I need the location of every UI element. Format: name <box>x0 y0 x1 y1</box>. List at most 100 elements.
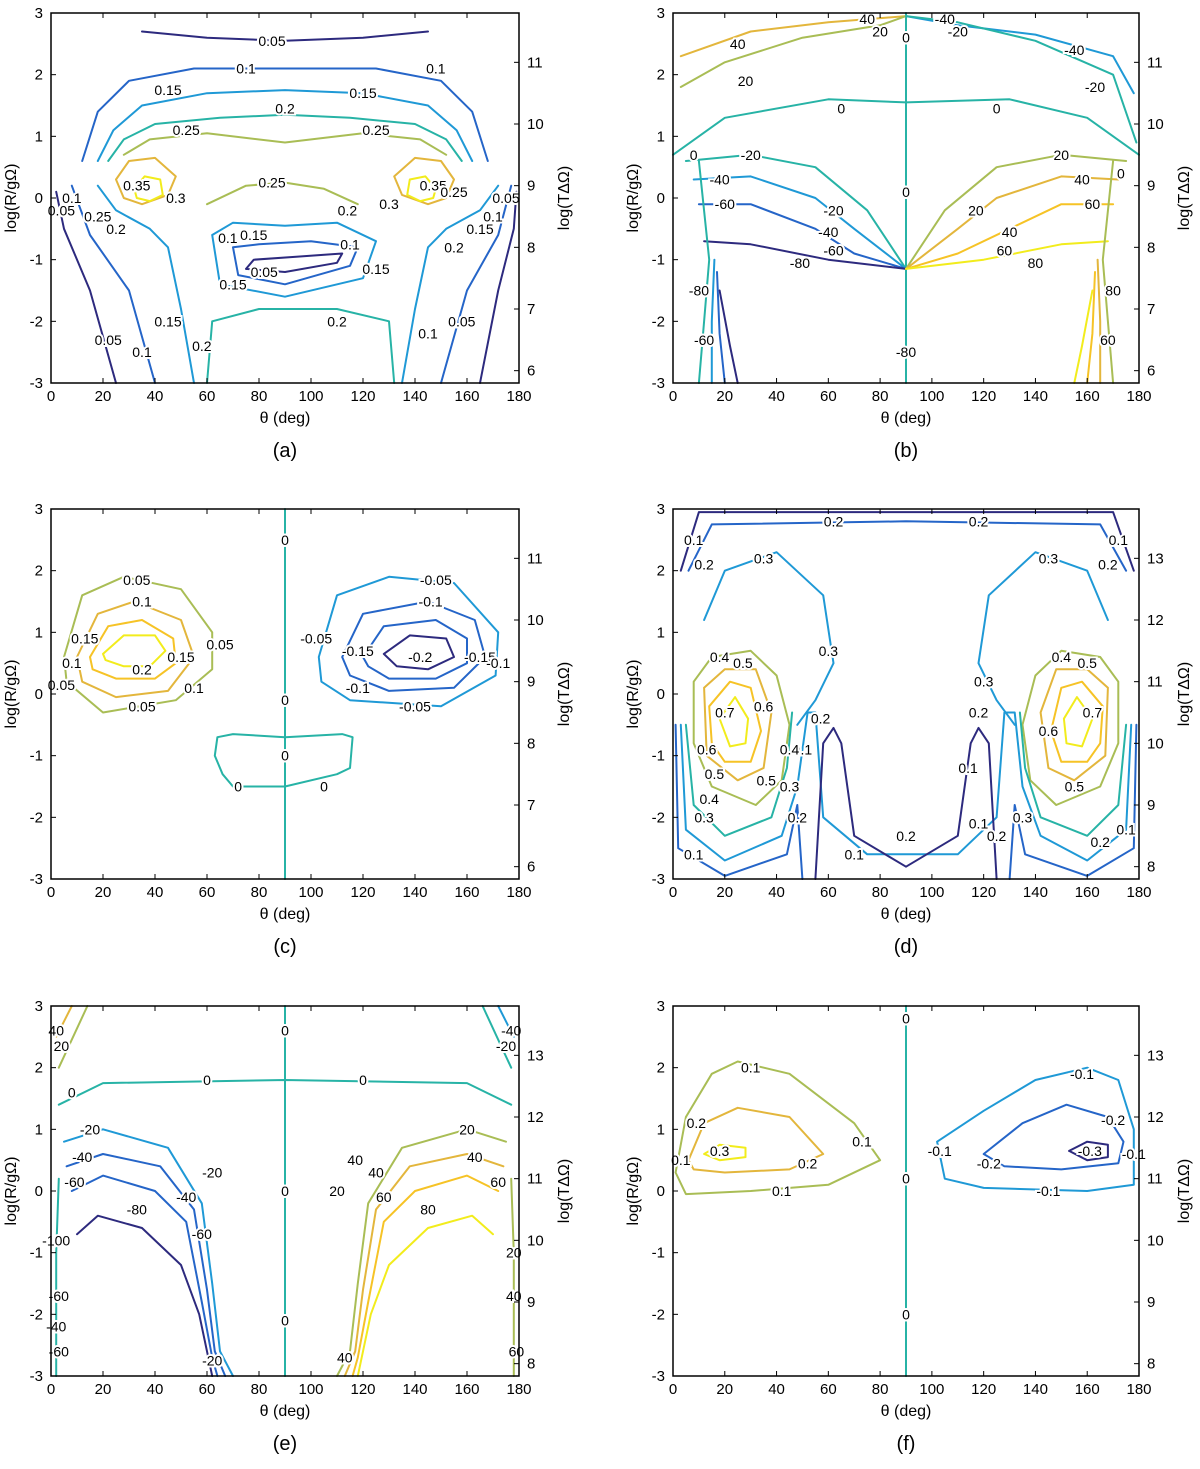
contour-label-c-6: 0.15 <box>167 649 194 665</box>
contour-label-b-6: -40 <box>1064 42 1084 58</box>
y-axis-label-b: log(R/gΩ) <box>625 164 642 233</box>
contour-label-d-22: 0.5 <box>756 772 776 788</box>
x-axis-label-a: θ (deg) <box>260 410 311 427</box>
x-tick-label-c-3: 60 <box>199 884 216 901</box>
contour-label-d-26: 0.6 <box>697 742 717 758</box>
contour-label-d-36: 0.1 <box>684 846 704 862</box>
contour-line-a-4 <box>122 132 448 156</box>
x-tick-label-f-7: 140 <box>1023 1381 1048 1398</box>
y-tick-label-e-5: 2 <box>35 1060 43 1077</box>
contour-label-d-11: 0.4 <box>1052 649 1072 665</box>
x-tick-label-a-3: 60 <box>199 388 216 405</box>
contour-label-f-12: -0.1 <box>1122 1146 1146 1162</box>
y2-tick-label-f-2: 10 <box>1147 1232 1164 1249</box>
contour-label-c-5: 0.15 <box>71 631 98 647</box>
x-tick-label-a-0: 0 <box>47 388 55 405</box>
contour-label-a-21: 0.2 <box>192 338 212 354</box>
y-tick-label-d-3: 0 <box>657 686 665 703</box>
y-tick-label-c-1: -2 <box>30 809 43 826</box>
contour-line-b-17 <box>718 289 739 384</box>
contour-label-c-15: 0.05 <box>48 677 75 693</box>
y-tick-label-b-4: 1 <box>657 128 665 145</box>
panel-d: 0.2 0.20.1 0.10.2 0.20.3 0.30.30.30.4 0.40.5 0… <box>625 501 1193 958</box>
y2-tick-label-f-4: 12 <box>1147 1109 1164 1126</box>
contour-label-a-12: 0.25 <box>258 175 285 191</box>
contour-label-b-9: 0 <box>837 101 845 117</box>
x-tick-label-e-1: 20 <box>95 1381 112 1398</box>
y-axis-label-a: log(R/gΩ) <box>3 164 20 233</box>
contour-line-f-1 <box>674 1060 882 1196</box>
contour-label-b-23: 40 <box>1002 224 1018 240</box>
contour-line-f-6 <box>1068 1140 1109 1162</box>
contour-label-b-11: 0 <box>690 147 698 163</box>
contour-line-c-2 <box>63 575 214 714</box>
contour-label-d-24: 0.3 <box>780 779 800 795</box>
contour-label-d-3: 0.1 <box>1109 532 1129 548</box>
y2-tick-label-d-5: 13 <box>1147 550 1164 567</box>
x-tick-label-a-7: 140 <box>402 388 427 405</box>
y-tick-label-b-1: -2 <box>652 313 665 330</box>
contour-line-c-8 <box>362 619 468 680</box>
y2-tick-label-c-3: 9 <box>527 674 535 691</box>
contour-label-a-33: 0.05 <box>48 202 75 218</box>
contour-label-d-30: 0.2 <box>788 809 808 825</box>
contour-line-b-18 <box>1101 160 1115 384</box>
y2-tick-label-a-3: 9 <box>527 178 535 195</box>
contour-label-d-4: 0.2 <box>694 557 714 573</box>
contour-line-e-2 <box>55 1005 73 1038</box>
contour-line-b-7 <box>692 175 907 270</box>
y2-tick-label-e-0: 8 <box>527 1356 535 1373</box>
contour-label-e-1: 20 <box>54 1038 70 1054</box>
contour-label-a-4: 0.15 <box>349 85 376 101</box>
x-tick-label-f-3: 60 <box>820 1381 837 1398</box>
x-tick-label-d-8: 160 <box>1075 884 1100 901</box>
contour-line-a-8 <box>406 175 437 203</box>
contour-label-c-1: 0.05 <box>123 572 150 588</box>
x-tick-label-f-2: 40 <box>768 1381 785 1398</box>
contour-label-e-17: -40 <box>176 1189 196 1205</box>
x-tick-label-e-4: 80 <box>251 1381 268 1398</box>
y-tick-label-c-2: -1 <box>30 748 43 765</box>
contour-line-a-2 <box>96 89 474 162</box>
contour-line-f-5 <box>982 1103 1125 1171</box>
contour-label-c-18: 0.05 <box>128 698 155 714</box>
contour-label-c-16: 0.1 <box>184 680 204 696</box>
y2-tick-label-d-4: 12 <box>1147 612 1164 629</box>
contour-line-d-13 <box>1018 711 1128 837</box>
contour-label-e-28: 0 <box>281 1313 289 1329</box>
x-tick-label-f-8: 160 <box>1075 1381 1100 1398</box>
y2-tick-label-a-1: 7 <box>527 301 535 318</box>
y2-tick-label-a-5: 11 <box>527 54 543 71</box>
x-tick-label-a-1: 20 <box>95 388 112 405</box>
y-tick-label-b-0: -3 <box>652 375 665 392</box>
contour-label-c-21: 0 <box>281 748 289 764</box>
contour-line-e-8 <box>70 1174 219 1377</box>
y2-axis-label-b: log(TΔΩ) <box>1176 166 1193 230</box>
y-tick-label-c-6: 3 <box>35 501 43 518</box>
contour-line-c-3 <box>76 600 195 699</box>
contour-line-a-13 <box>206 308 396 384</box>
contour-label-d-19: 0.2 <box>969 705 989 721</box>
contour-label-e-10: -40 <box>72 1149 92 1165</box>
contour-label-e-11: 40 <box>467 1149 483 1165</box>
contour-label-c-9: 0.05 <box>206 637 233 653</box>
x-tick-label-e-5: 100 <box>298 1381 323 1398</box>
y2-axis-label-f: log(TΔΩ) <box>1176 1159 1193 1223</box>
contour-line-a-19 <box>479 190 518 384</box>
contour-label-d-7: 0.3 <box>1039 550 1059 566</box>
y-tick-label-b-2: -1 <box>652 252 665 269</box>
contour-label-d-0: 0.2 <box>824 513 844 529</box>
contour-line-b-14 <box>697 160 711 384</box>
contour-line-a-9 <box>245 252 344 273</box>
contour-label-e-4: 0 <box>281 1023 289 1039</box>
y-tick-label-a-3: 0 <box>35 190 43 207</box>
contour-label-a-32: 0.1 <box>62 190 82 206</box>
contour-label-e-12: -60 <box>64 1174 84 1190</box>
contour-label-d-6: 0.3 <box>754 550 774 566</box>
caption-b: (b) <box>894 440 918 462</box>
contour-label-e-19: 20 <box>329 1183 345 1199</box>
x-tick-label-c-8: 160 <box>454 884 479 901</box>
contour-line-d-15 <box>674 723 804 880</box>
